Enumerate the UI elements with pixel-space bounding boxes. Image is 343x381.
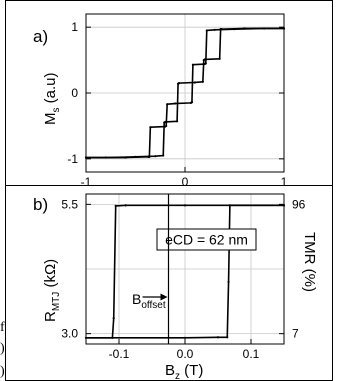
panel-b-xtick-label: 0.1 xyxy=(243,347,260,361)
panel-a-ylabel: Ms (a.u) xyxy=(42,72,62,125)
panel-b-xlabel-sub: z xyxy=(175,371,180,381)
panel-b-xtick-label: 0.0 xyxy=(177,347,194,361)
boffset-label-main: B xyxy=(132,291,141,307)
ecd-annotation-text: eCD = 62 nm xyxy=(165,232,248,248)
panel-a-point xyxy=(233,28,236,31)
panel-b-point xyxy=(216,336,220,339)
margin-text-2: ) xyxy=(0,341,5,356)
panel-a-ylabel-rest: (a.u) xyxy=(42,72,59,107)
margin-text-1: f xyxy=(0,320,5,335)
panel-a-xtick-label: 0 xyxy=(182,175,189,189)
boffset-label-sub: offset xyxy=(141,300,165,311)
panel-b-xtick-labels: -0.1 0.0 0.1 xyxy=(109,347,260,361)
panel-a: a) -1 0 1 -1 0 1 Ms (a.u) xyxy=(33,13,288,189)
panel-b: b) 3.0 5.5 7 96 -0.1 0.0 0.1 eCD = 62 nm Bof… xyxy=(33,193,318,381)
panel-b-ylabel-right: TMR (%) xyxy=(301,232,318,292)
panel-a-ticks xyxy=(85,26,285,172)
panel-a-point xyxy=(175,120,179,123)
panel-b-xtick-label: -0.1 xyxy=(109,347,130,361)
panel-a-point xyxy=(166,103,169,106)
panel-a-point xyxy=(189,101,193,104)
panel-b-ylabel-rest: (kΩ) xyxy=(42,259,59,292)
panel-b-series xyxy=(84,204,286,339)
panel-b-point xyxy=(124,204,127,207)
panel-b-letter: b) xyxy=(33,195,48,214)
panel-a-xtick-labels: -1 0 1 xyxy=(81,175,288,189)
panel-b-ylabel-sub: MTJ xyxy=(51,292,62,311)
panel-a-ytick-labels: -1 0 1 xyxy=(67,20,78,166)
panel-b-ylabel-main: R xyxy=(42,311,59,322)
panel-a-point xyxy=(218,57,221,60)
panel-a-ytick-label: 1 xyxy=(71,20,78,34)
panel-a-point xyxy=(164,125,167,128)
panel-a-point xyxy=(213,28,216,31)
panel-a-grid xyxy=(85,14,285,172)
panel-b-ytick-label-left: 5.5 xyxy=(61,197,78,211)
panel-b-ytick-labels-left: 3.0 5.5 xyxy=(61,197,78,340)
panel-a-point xyxy=(162,154,165,157)
panel-a-xtick-label: -1 xyxy=(81,175,92,189)
panel-b-ytick-labels-right: 7 96 xyxy=(292,197,306,340)
panel-b-point xyxy=(227,280,230,284)
panel-a-letter: a) xyxy=(33,27,48,46)
panel-b-ticks xyxy=(86,203,284,344)
margin-text-3: ) xyxy=(0,364,5,379)
ecd-annotation-box xyxy=(156,228,257,251)
panel-a-point xyxy=(174,102,177,105)
panel-b-xlabel-main: B xyxy=(165,362,175,379)
panel-a-ytick-label: -1 xyxy=(67,152,78,166)
boffset-marker xyxy=(142,194,170,344)
panel-a-ytick-label: 0 xyxy=(71,86,78,100)
panel-a-ylabel-sub: s xyxy=(51,108,62,113)
panel-a-ylabel-main: M xyxy=(42,113,59,126)
panel-a-point xyxy=(154,155,157,158)
panel-a-point xyxy=(147,155,150,158)
panel-b-ytick-label-right: 96 xyxy=(292,197,306,211)
panel-b-point xyxy=(183,204,187,207)
boffset-arrow-head xyxy=(160,293,168,301)
panel-b-point xyxy=(226,336,229,339)
panel-a-point xyxy=(149,126,152,129)
panel-a-series xyxy=(84,27,286,159)
panel-a-point xyxy=(177,82,181,85)
panel-b-xlabel-rest: (T) xyxy=(180,362,203,379)
panel-b-point xyxy=(228,204,231,207)
boffset-label: Boffset xyxy=(132,291,166,311)
panel-a-xtick-label: 1 xyxy=(281,175,288,189)
panel-b-point xyxy=(112,317,115,320)
panel-a-point xyxy=(263,27,266,30)
panel-b-point xyxy=(183,336,187,339)
panel-a-point xyxy=(201,80,204,83)
panel-a-point xyxy=(203,62,206,66)
panel-b-point xyxy=(114,204,117,207)
panel-b-xlabel: Bz (T) xyxy=(165,362,203,381)
panel-a-point xyxy=(193,81,196,84)
panel-b-ytick-label-left: 3.0 xyxy=(61,327,78,341)
panel-a-point xyxy=(124,156,127,159)
panel-b-ytick-label-right: 7 xyxy=(292,327,299,341)
panel-a-point xyxy=(191,63,195,66)
panel-b-ylabel-left: RMTJ (kΩ) xyxy=(42,259,62,322)
panel-a-point xyxy=(205,29,208,32)
